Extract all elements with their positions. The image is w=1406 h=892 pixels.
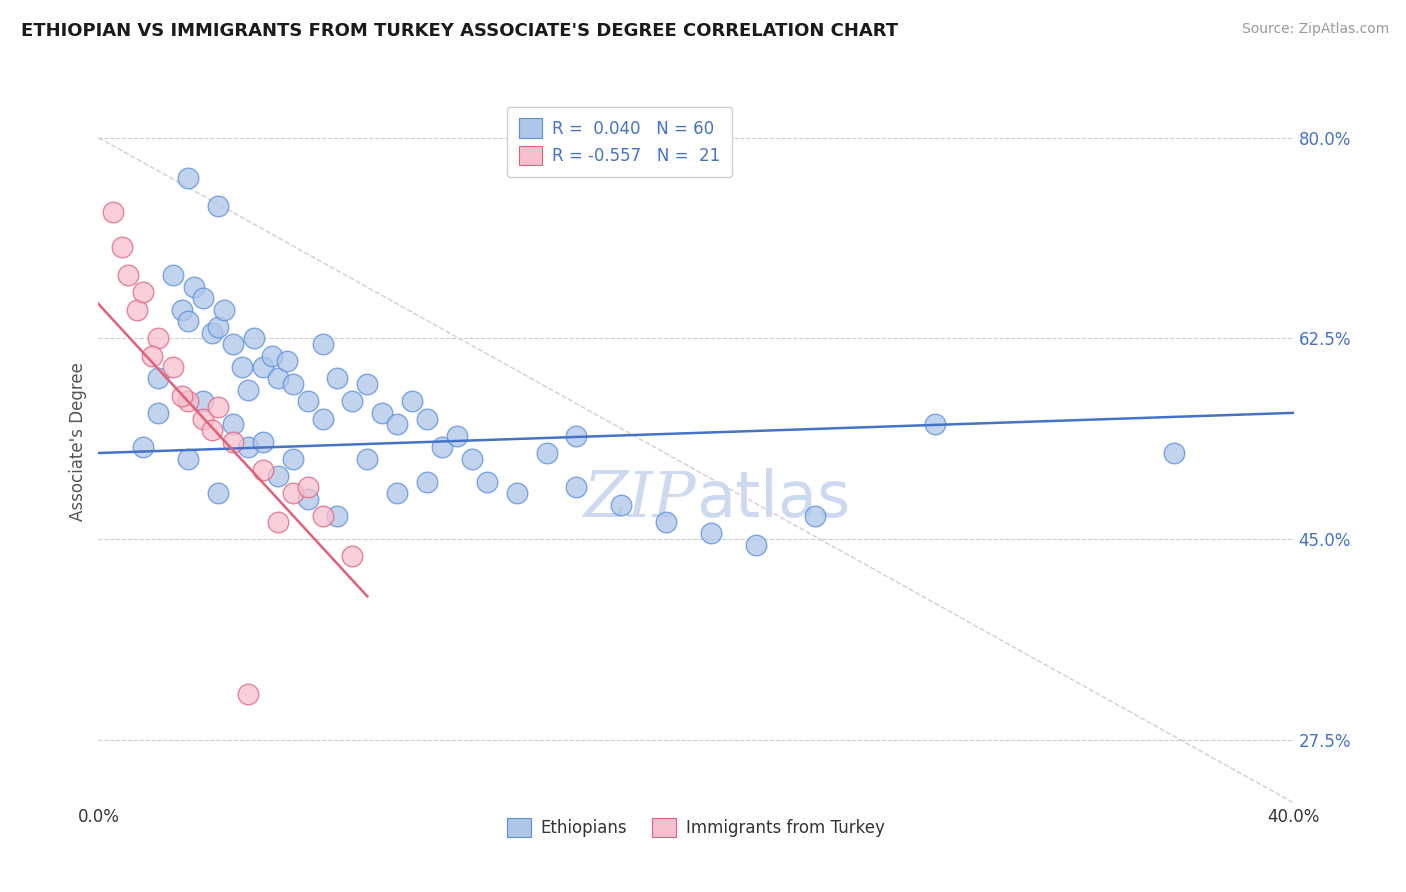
Point bbox=[212, 302, 235, 317]
Point bbox=[281, 377, 304, 392]
Point bbox=[162, 268, 184, 283]
Point bbox=[924, 417, 946, 432]
Point bbox=[231, 359, 253, 374]
Point bbox=[103, 205, 125, 219]
Point bbox=[141, 349, 163, 363]
Point bbox=[267, 371, 290, 385]
Text: ETHIOPIAN VS IMMIGRANTS FROM TURKEY ASSOCIATE'S DEGREE CORRELATION CHART: ETHIOPIAN VS IMMIGRANTS FROM TURKEY ASSO… bbox=[21, 22, 898, 40]
Point bbox=[311, 509, 333, 524]
Point bbox=[191, 291, 214, 305]
Point bbox=[416, 411, 439, 425]
Point bbox=[243, 331, 266, 345]
Point bbox=[297, 480, 319, 494]
Point bbox=[252, 463, 274, 477]
Point bbox=[804, 509, 827, 524]
Point bbox=[297, 491, 319, 506]
Y-axis label: Associate's Degree: Associate's Degree bbox=[69, 362, 87, 521]
Point bbox=[132, 285, 155, 300]
Point bbox=[132, 440, 155, 454]
Point bbox=[475, 475, 498, 489]
Point bbox=[252, 359, 274, 374]
Point bbox=[745, 538, 768, 552]
Point bbox=[267, 469, 290, 483]
Point bbox=[172, 389, 194, 403]
Point bbox=[236, 440, 259, 454]
Point bbox=[207, 199, 229, 213]
Point bbox=[342, 394, 364, 409]
Point bbox=[117, 268, 139, 283]
Point bbox=[326, 509, 349, 524]
Point bbox=[148, 406, 170, 420]
Point bbox=[201, 326, 224, 340]
Point bbox=[311, 411, 333, 425]
Point bbox=[236, 383, 259, 397]
Point bbox=[267, 515, 290, 529]
Point bbox=[356, 377, 378, 392]
Text: atlas: atlas bbox=[696, 468, 851, 531]
Point bbox=[385, 486, 409, 500]
Point bbox=[222, 417, 245, 432]
Point bbox=[207, 486, 229, 500]
Point bbox=[236, 687, 259, 701]
Point bbox=[222, 434, 245, 449]
Point bbox=[356, 451, 378, 466]
Text: ZIP: ZIP bbox=[583, 468, 696, 530]
Point bbox=[191, 411, 214, 425]
Point bbox=[342, 549, 364, 564]
Point bbox=[207, 400, 229, 414]
Point bbox=[111, 239, 134, 253]
Point bbox=[260, 349, 283, 363]
Text: Source: ZipAtlas.com: Source: ZipAtlas.com bbox=[1241, 22, 1389, 37]
Point bbox=[536, 446, 558, 460]
Point bbox=[610, 498, 633, 512]
Point bbox=[148, 371, 170, 385]
Point bbox=[172, 302, 194, 317]
Point bbox=[162, 359, 184, 374]
Point bbox=[506, 486, 529, 500]
Point bbox=[177, 394, 200, 409]
Point bbox=[385, 417, 409, 432]
Point bbox=[222, 337, 245, 351]
Point bbox=[183, 279, 205, 293]
Point bbox=[1163, 446, 1185, 460]
Point bbox=[311, 337, 333, 351]
Point bbox=[297, 394, 319, 409]
Legend: Ethiopians, Immigrants from Turkey: Ethiopians, Immigrants from Turkey bbox=[496, 806, 896, 848]
Point bbox=[127, 302, 149, 317]
Point bbox=[191, 394, 214, 409]
Point bbox=[148, 331, 170, 345]
Point bbox=[207, 319, 229, 334]
Point bbox=[401, 394, 423, 409]
Point bbox=[326, 371, 349, 385]
Point bbox=[461, 451, 484, 466]
Point bbox=[565, 429, 588, 443]
Point bbox=[177, 314, 200, 328]
Point bbox=[177, 170, 200, 185]
Point bbox=[416, 475, 439, 489]
Point bbox=[252, 434, 274, 449]
Point bbox=[430, 440, 453, 454]
Point bbox=[281, 451, 304, 466]
Point bbox=[276, 354, 298, 368]
Point bbox=[446, 429, 468, 443]
Point bbox=[201, 423, 224, 437]
Point bbox=[281, 486, 304, 500]
Point bbox=[655, 515, 678, 529]
Point bbox=[371, 406, 394, 420]
Point bbox=[700, 526, 723, 541]
Point bbox=[565, 480, 588, 494]
Point bbox=[177, 451, 200, 466]
